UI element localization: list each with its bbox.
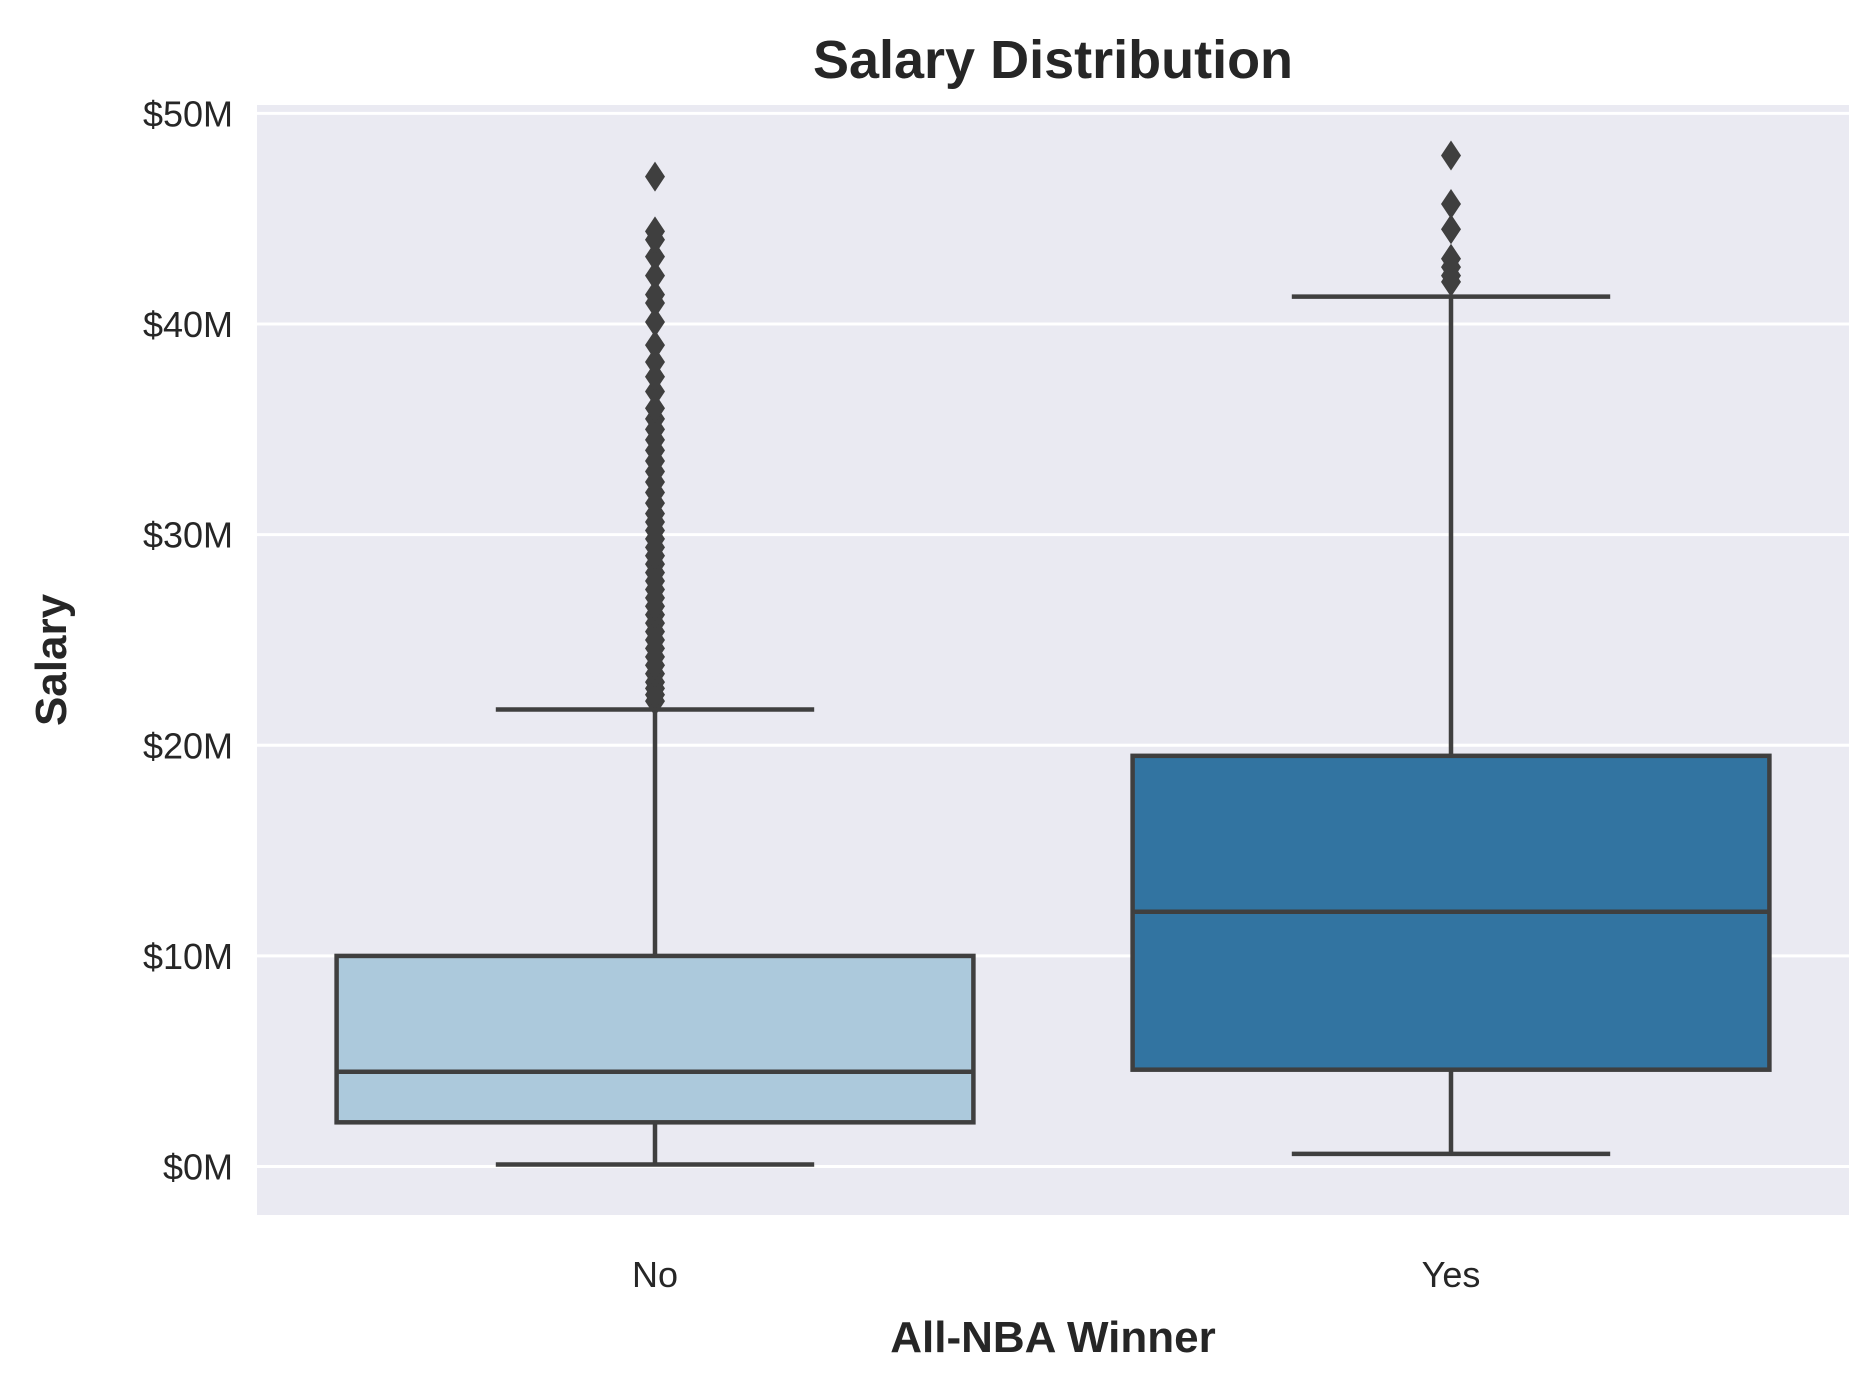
outlier-point-no-44 (645, 216, 665, 247)
x-tick-label-yes: Yes (1422, 1254, 1481, 1295)
outlier-point-yes-3 (1441, 243, 1461, 274)
outlier-point-no-33 (645, 393, 665, 424)
outlier-point-yes-5 (1441, 188, 1461, 219)
outlier-point-no-41 (645, 260, 665, 291)
x-axis-label: All-NBA Winner (890, 1313, 1216, 1362)
box-group-no (334, 161, 976, 1167)
y-axis-label: Salary (27, 593, 76, 726)
y-tick-label-0: $0M (163, 1147, 233, 1188)
y-tick-label-1: $10M (143, 936, 233, 977)
outlier-point-yes-6 (1441, 140, 1461, 171)
box-group-yes (1130, 140, 1772, 1157)
y-tick-label-5: $50M (143, 93, 233, 134)
x-tick-labels: No Yes (632, 1254, 1480, 1295)
outlier-point-yes-4 (1441, 214, 1461, 245)
outlier-point-no-40 (645, 279, 665, 310)
chart-title: Salary Distribution (813, 30, 1293, 90)
y-tick-label-3: $30M (143, 515, 233, 556)
y-tick-label-2: $20M (143, 725, 233, 766)
y-tick-labels: $0M $10M $20M $30M $40M $50M (143, 93, 233, 1187)
outlier-point-no-42 (645, 241, 665, 272)
iqr-box-no (334, 953, 976, 1125)
outlier-point-no-37 (645, 330, 665, 361)
outlier-point-no-45 (645, 161, 665, 192)
box-layer (334, 140, 1772, 1167)
outlier-point-no-38 (645, 306, 665, 337)
x-tick-label-no: No (632, 1254, 678, 1295)
outlier-point-no-36 (645, 346, 665, 377)
y-tick-label-4: $40M (143, 304, 233, 345)
